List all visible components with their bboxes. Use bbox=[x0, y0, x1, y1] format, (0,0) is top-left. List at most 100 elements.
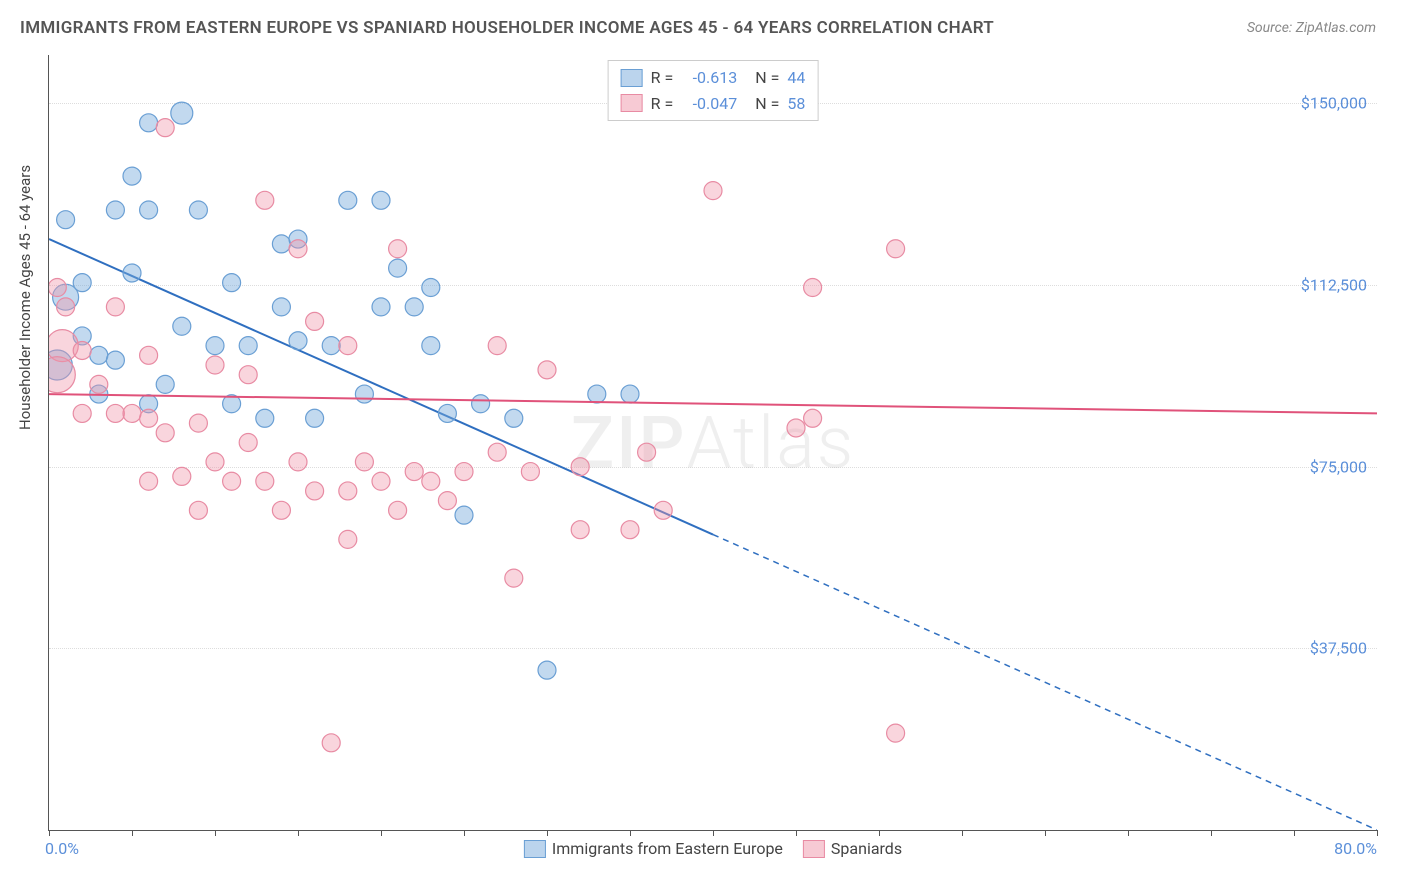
scatter-point bbox=[438, 492, 456, 510]
scatter-point bbox=[571, 458, 589, 476]
scatter-point bbox=[106, 298, 124, 316]
scatter-point bbox=[505, 569, 523, 587]
scatter-point bbox=[405, 463, 423, 481]
scatter-point bbox=[57, 211, 75, 229]
legend-label-blue: Immigrants from Eastern Europe bbox=[552, 839, 783, 858]
scatter-point bbox=[455, 463, 473, 481]
legend-swatch bbox=[621, 94, 643, 112]
scatter-point bbox=[171, 102, 193, 124]
scatter-point bbox=[73, 341, 91, 359]
x-tick-mark bbox=[1294, 830, 1295, 836]
scatter-point bbox=[588, 385, 606, 403]
legend-label-pink: Spaniards bbox=[831, 839, 902, 858]
scatter-point bbox=[90, 346, 108, 364]
scatter-point bbox=[106, 201, 124, 219]
scatter-point bbox=[306, 482, 324, 500]
scatter-point bbox=[372, 472, 390, 490]
scatter-point bbox=[49, 279, 66, 297]
x-tick-mark bbox=[1128, 830, 1129, 836]
scatter-point bbox=[422, 279, 440, 297]
scatter-point bbox=[256, 191, 274, 209]
scatter-point bbox=[704, 182, 722, 200]
x-tick-mark bbox=[713, 830, 714, 836]
scatter-point bbox=[123, 404, 141, 422]
x-tick-mark bbox=[132, 830, 133, 836]
scatter-point bbox=[322, 734, 340, 752]
x-tick-mark bbox=[796, 830, 797, 836]
x-tick-mark bbox=[298, 830, 299, 836]
scatter-point bbox=[140, 409, 158, 427]
legend-swatch-pink bbox=[803, 840, 825, 858]
x-tick-mark bbox=[215, 830, 216, 836]
legend-item-pink: Spaniards bbox=[803, 839, 902, 858]
scatter-point bbox=[339, 191, 357, 209]
regression-line bbox=[49, 394, 1377, 413]
scatter-point bbox=[372, 191, 390, 209]
y-tick-label: $75,000 bbox=[1310, 457, 1367, 476]
y-tick-label: $150,000 bbox=[1301, 94, 1367, 113]
scatter-point bbox=[239, 366, 257, 384]
scatter-plot-area: ZIPAtlas $37,500$75,000$112,500$150,000 … bbox=[48, 55, 1377, 831]
y-axis-label: Householder Income Ages 45 - 64 years bbox=[16, 165, 34, 430]
y-tick-label: $112,500 bbox=[1301, 276, 1367, 295]
correlation-legend: R =-0.613N =44R =-0.047N =58 bbox=[608, 60, 819, 121]
scatter-point bbox=[422, 472, 440, 490]
x-tick-mark bbox=[464, 830, 465, 836]
scatter-point bbox=[272, 501, 290, 519]
scatter-point bbox=[239, 337, 257, 355]
scatter-point bbox=[804, 279, 822, 297]
scatter-point bbox=[521, 463, 539, 481]
legend-item-blue: Immigrants from Eastern Europe bbox=[524, 839, 783, 858]
legend-swatch bbox=[621, 69, 643, 87]
x-tick-mark bbox=[1211, 830, 1212, 836]
scatter-point bbox=[322, 337, 340, 355]
source-attribution: Source: ZipAtlas.com bbox=[1247, 20, 1376, 36]
x-axis-label-max: 80.0% bbox=[1334, 839, 1377, 858]
scatter-point bbox=[156, 375, 174, 393]
scatter-point bbox=[621, 385, 639, 403]
scatter-point bbox=[140, 201, 158, 219]
scatter-point bbox=[571, 521, 589, 539]
x-tick-mark bbox=[630, 830, 631, 836]
scatter-point bbox=[189, 501, 207, 519]
r-value: -0.047 bbox=[681, 91, 737, 117]
scatter-point bbox=[455, 506, 473, 524]
scatter-point bbox=[123, 167, 141, 185]
scatter-point bbox=[638, 443, 656, 461]
scatter-point bbox=[223, 274, 241, 292]
scatter-point bbox=[106, 404, 124, 422]
scatter-point bbox=[123, 264, 141, 282]
scatter-point bbox=[206, 356, 224, 374]
scatter-point bbox=[654, 501, 672, 519]
scatter-point bbox=[289, 453, 307, 471]
scatter-point bbox=[438, 404, 456, 422]
scatter-point bbox=[256, 409, 274, 427]
scatter-point bbox=[887, 724, 905, 742]
scatter-point bbox=[256, 472, 274, 490]
scatter-point bbox=[189, 201, 207, 219]
scatter-point bbox=[140, 114, 158, 132]
x-tick-mark bbox=[547, 830, 548, 836]
scatter-point bbox=[505, 409, 523, 427]
scatter-point bbox=[156, 424, 174, 442]
scatter-point bbox=[887, 240, 905, 258]
n-value: 44 bbox=[787, 65, 805, 91]
scatter-point bbox=[472, 395, 490, 413]
series-legend: Immigrants from Eastern Europe Spaniards bbox=[524, 839, 902, 858]
scatter-point bbox=[389, 259, 407, 277]
scatter-point bbox=[389, 240, 407, 258]
scatter-point bbox=[306, 312, 324, 330]
x-tick-mark bbox=[49, 830, 50, 836]
x-tick-mark bbox=[1377, 830, 1378, 836]
r-value: -0.613 bbox=[681, 65, 737, 91]
scatter-svg bbox=[49, 55, 1377, 830]
scatter-point bbox=[223, 472, 241, 490]
x-tick-mark bbox=[879, 830, 880, 836]
x-axis-label-min: 0.0% bbox=[45, 839, 79, 858]
x-tick-mark bbox=[381, 830, 382, 836]
r-label: R = bbox=[651, 91, 674, 117]
scatter-point bbox=[272, 235, 290, 253]
scatter-point bbox=[140, 346, 158, 364]
scatter-point bbox=[206, 453, 224, 471]
n-label: N = bbox=[755, 91, 779, 117]
